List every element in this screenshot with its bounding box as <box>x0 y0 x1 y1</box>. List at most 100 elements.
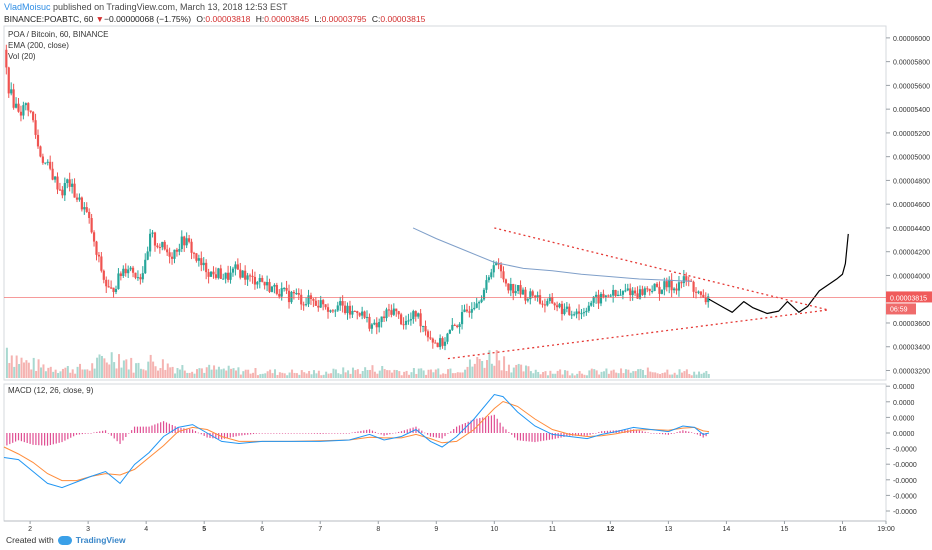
macd-histogram-bar <box>696 433 699 435</box>
volume-bar <box>676 374 679 378</box>
macd-histogram-bar <box>641 431 643 433</box>
macd-histogram-bar <box>499 422 501 433</box>
candle-body <box>602 293 605 297</box>
volume-bar <box>327 373 330 378</box>
candle-body <box>499 264 503 272</box>
volume-bar <box>456 372 459 378</box>
macd-histogram-bar <box>456 426 458 433</box>
candle-body <box>153 232 157 246</box>
macd-histogram-bar <box>310 433 313 434</box>
macd-histogram-bar <box>377 433 379 434</box>
volume-bar <box>371 365 374 378</box>
candle-body <box>624 290 627 292</box>
macd-legend[interactable]: MACD (12, 26, close, 9) <box>8 386 94 395</box>
tradingview-brand[interactable]: TradingView <box>75 535 126 545</box>
candle-body <box>324 304 327 308</box>
macd-histogram-bar <box>319 433 321 434</box>
macd-histogram-bar <box>505 429 507 433</box>
candle-body <box>83 207 86 210</box>
volume-bar <box>505 370 508 378</box>
candle-body <box>585 310 588 313</box>
volume-bar <box>317 370 320 378</box>
candle-body <box>702 294 705 298</box>
macd-tick-label: 0.0000 <box>893 431 915 438</box>
candle-body <box>595 294 598 297</box>
candle-body <box>439 338 442 348</box>
macd-histogram-bar <box>493 414 495 433</box>
macd-histogram-bar <box>183 428 185 433</box>
volume-bar <box>437 368 440 378</box>
candle-body <box>495 263 498 266</box>
volume-bar <box>673 372 676 378</box>
time-tick-label: 16 <box>839 526 847 533</box>
price-tick-label: 0.00004200 <box>893 250 930 257</box>
candle-body <box>677 282 681 291</box>
macd-histogram-bar <box>661 433 664 435</box>
macd-histogram-bar <box>191 429 194 433</box>
price-tick-label: 0.00003600 <box>893 321 930 328</box>
volume-bar <box>666 369 669 378</box>
volume-bar <box>661 372 664 378</box>
candle-body <box>414 311 417 317</box>
candle-body <box>368 316 371 329</box>
candle-body <box>197 258 200 261</box>
time-tick-label: 19:00 <box>877 526 895 533</box>
volume-bar <box>210 369 213 378</box>
candle-body <box>314 300 317 306</box>
candle-body <box>212 271 215 275</box>
volume-bar <box>298 374 301 378</box>
candle-body <box>229 272 232 280</box>
macd-histogram-bar <box>638 430 640 433</box>
candle-body <box>280 288 283 297</box>
macd-histogram-bar <box>548 433 551 440</box>
candle-body <box>49 161 52 169</box>
volume-bar <box>612 369 615 378</box>
candle-body <box>53 176 57 180</box>
candle-body <box>429 337 432 339</box>
macd-histogram-bar <box>380 433 382 435</box>
macd-histogram-bar <box>316 433 318 434</box>
candle-body <box>551 297 554 304</box>
macd-histogram-bar <box>305 433 307 434</box>
volume-bar <box>659 374 662 378</box>
candle-body <box>577 311 581 314</box>
candle-body <box>34 120 37 135</box>
candle-body <box>141 273 144 280</box>
volume-bar <box>551 373 554 378</box>
volume-bar <box>164 369 167 378</box>
candle-body <box>534 295 537 298</box>
candle-body <box>334 310 337 312</box>
candle-body <box>409 319 412 321</box>
macd-histogram-bar <box>334 433 336 434</box>
volume-bar <box>30 369 33 378</box>
macd-histogram-bar <box>171 424 173 433</box>
time-tick-label: 4 <box>144 526 148 533</box>
volume-bar <box>486 360 489 378</box>
ema-legend[interactable]: EMA (200, close) <box>8 41 69 50</box>
volume-bar <box>100 355 103 378</box>
macd-histogram-bar <box>397 431 400 433</box>
macd-histogram-bar <box>252 433 255 435</box>
volume-bar <box>315 373 318 378</box>
candle-body <box>102 270 105 280</box>
volume-bar <box>581 373 584 378</box>
volume-bar <box>344 372 347 378</box>
volume-bar <box>534 369 537 378</box>
candle-body <box>297 293 300 295</box>
macd-histogram-bar <box>70 433 72 438</box>
volume-bar <box>546 375 549 378</box>
macd-histogram-bar <box>348 433 350 434</box>
macd-histogram-bar <box>212 433 214 439</box>
volume-bar <box>408 374 411 378</box>
macd-histogram-bar <box>284 433 287 434</box>
author-link[interactable]: VladMoisuc <box>4 2 51 12</box>
candle-body <box>248 275 252 277</box>
macd-histogram-bar <box>516 433 519 441</box>
candle-body <box>219 268 222 279</box>
pair-legend[interactable]: POA / Bitcoin, 60, BINANCE <box>8 30 109 39</box>
candle-body <box>180 236 183 250</box>
volume-bar <box>237 367 240 378</box>
volume-bar <box>468 359 471 378</box>
vol-legend[interactable]: Vol (20) <box>8 52 36 61</box>
